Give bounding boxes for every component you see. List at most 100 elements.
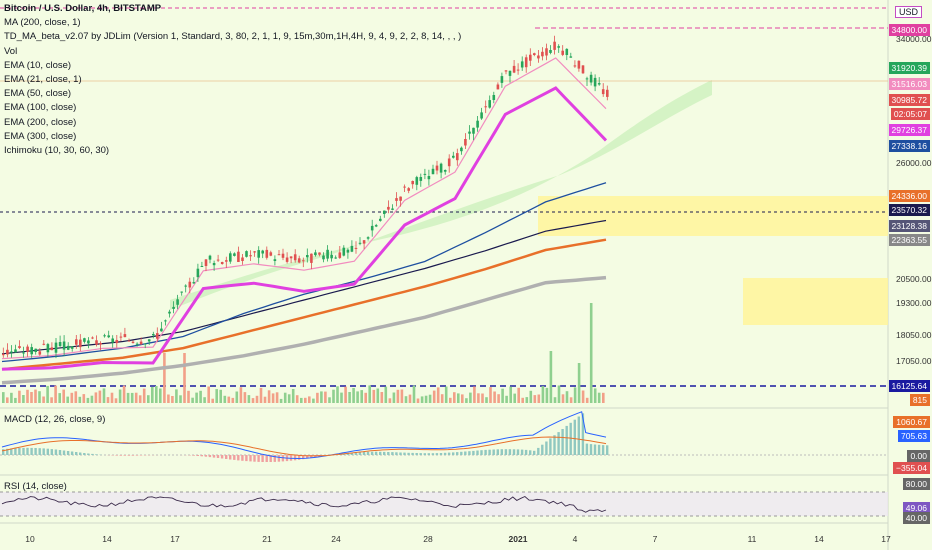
price-tag: 22363.55 — [888, 234, 930, 246]
volume-bar — [30, 392, 33, 403]
candle-body — [172, 306, 175, 309]
candle-body — [379, 218, 382, 221]
volume-bar — [453, 392, 456, 403]
legend-line: TD_MA_beta_v2.07 by JDLim (Version 1, St… — [4, 31, 462, 43]
volume-bar — [533, 395, 537, 403]
ema100-line — [1, 238, 607, 371]
candle-body — [322, 255, 325, 260]
volume-bar — [66, 396, 69, 403]
macd-histogram-bar — [50, 449, 53, 455]
macd-histogram-bar — [135, 455, 139, 456]
volume-bar — [513, 393, 516, 403]
candle-body — [334, 257, 337, 259]
candle-body — [597, 83, 601, 85]
candle-body — [204, 259, 208, 266]
volume-bar — [46, 385, 49, 403]
candle-body — [6, 349, 9, 355]
volume-bar — [114, 398, 118, 403]
macd-histogram-bar — [95, 454, 98, 455]
time-tick-label: 10 — [25, 534, 35, 544]
candle-body — [46, 344, 50, 353]
macd-histogram-bar — [237, 455, 240, 461]
macd-histogram-bar — [383, 451, 386, 455]
volume-bar — [340, 392, 343, 403]
volume-bar — [54, 385, 57, 403]
candle-body — [297, 258, 301, 263]
candle-body — [460, 147, 463, 152]
macd-histogram-bar — [2, 449, 5, 455]
candle-body — [318, 252, 321, 255]
currency-selector[interactable]: USD — [894, 6, 922, 18]
macd-pane — [0, 411, 888, 462]
time-tick-label: 17 — [881, 534, 891, 544]
macd-histogram-bar — [601, 445, 605, 455]
legend-line: EMA (50, close) — [4, 88, 72, 100]
price-tag: 31920.39 — [888, 62, 930, 74]
legend-line: EMA (100, close) — [4, 102, 77, 114]
volume-bar — [78, 396, 82, 403]
legend-line: Vol — [4, 45, 18, 57]
macd-histogram-bar — [192, 455, 195, 456]
macd-histogram-bar — [573, 419, 576, 455]
macd-histogram-bar — [545, 441, 548, 455]
macd-histogram-bar — [10, 448, 13, 455]
macd-histogram-bar — [464, 451, 467, 455]
macd-histogram-bar — [70, 451, 74, 455]
volume-bar — [473, 386, 476, 403]
candle-body — [496, 84, 500, 90]
candle-body — [119, 336, 123, 338]
candle-body — [233, 253, 236, 256]
volume-bar — [14, 397, 17, 403]
macd-histogram-bar — [245, 455, 248, 462]
volume-bar — [295, 395, 299, 403]
volume-bar — [477, 393, 480, 403]
candle-body — [87, 340, 90, 344]
volume-bar — [42, 396, 45, 403]
candle-body — [188, 281, 192, 288]
volume-bar — [364, 392, 367, 403]
macd-histogram-bar — [492, 449, 495, 455]
macd-histogram-bar — [557, 432, 560, 455]
candle-body — [66, 345, 70, 350]
candle-body — [147, 339, 151, 342]
macd-histogram-bar — [350, 452, 353, 455]
supply-zone-lower — [743, 278, 888, 325]
volume-bar — [231, 397, 235, 403]
macd-histogram-bar — [407, 452, 410, 455]
volume-bar — [449, 397, 452, 403]
candle-body — [533, 53, 536, 55]
candle-body — [362, 240, 366, 244]
candle-body — [277, 254, 281, 256]
volume-bar — [118, 389, 122, 403]
candle-body — [573, 65, 577, 67]
volume-bar — [489, 387, 492, 403]
macd-histogram-bar — [516, 449, 520, 455]
volume-bar — [368, 385, 371, 403]
candle-body — [520, 61, 524, 68]
macd-histogram-bar — [504, 449, 508, 455]
volume-bar — [134, 392, 138, 403]
candle-body — [508, 70, 512, 76]
macd-histogram-bar — [484, 449, 487, 455]
macd-histogram-bar — [508, 449, 512, 455]
macd-histogram-bar — [423, 453, 426, 455]
price-tick-label: 19300.00 — [896, 298, 932, 308]
macd-histogram-bar — [379, 451, 382, 455]
volume-bar — [171, 396, 174, 403]
volume-bar — [251, 398, 255, 403]
volume-bar — [126, 392, 130, 403]
macd-histogram-bar — [370, 451, 374, 455]
volume-bar — [376, 388, 380, 403]
macd-histogram-bar — [354, 452, 358, 455]
macd-histogram-bar — [79, 452, 82, 455]
candle-body — [285, 257, 289, 262]
volume-bar — [585, 397, 589, 403]
time-tick-label: 21 — [262, 534, 272, 544]
macd-histogram-bar — [374, 451, 378, 455]
macd-histogram-bar — [196, 455, 199, 456]
price-tag: 23128.38 — [888, 220, 930, 232]
volume-bar — [320, 391, 323, 403]
candle-body — [407, 188, 410, 191]
candle-body — [99, 343, 102, 345]
volume-bar — [465, 398, 468, 403]
